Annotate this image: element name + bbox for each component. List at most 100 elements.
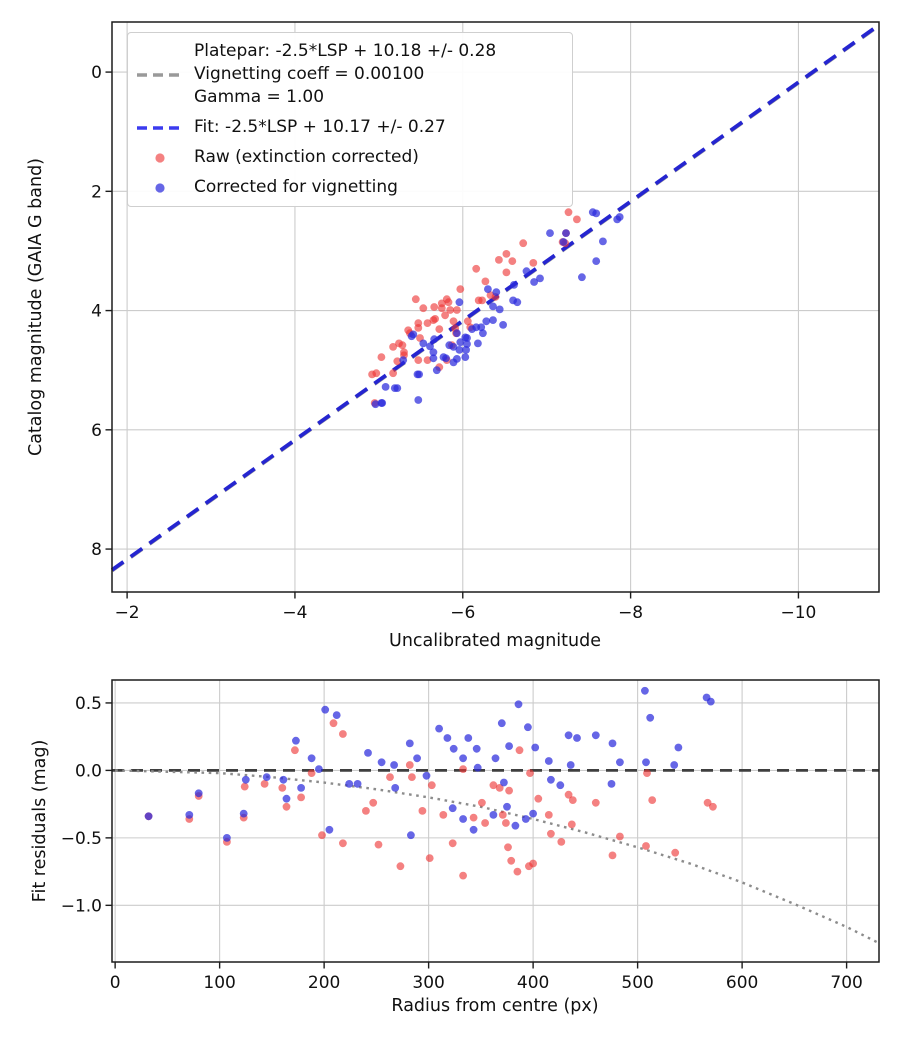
data-point <box>374 840 383 849</box>
data-point <box>508 257 517 265</box>
data-point <box>513 867 522 876</box>
legend-entry: Fit: -2.5*LSP + 10.17 +/- 0.27 <box>134 116 562 139</box>
data-point <box>608 739 617 748</box>
x-tick-label: −8 <box>618 603 643 623</box>
data-point <box>529 259 538 267</box>
data-point <box>646 713 655 722</box>
data-point <box>519 239 528 248</box>
data-point <box>422 771 431 780</box>
plot-border <box>111 21 880 593</box>
data-point <box>489 302 497 311</box>
data-point <box>578 273 586 282</box>
data-point <box>453 306 461 314</box>
data-point <box>318 831 326 840</box>
x-tick-label: 300 <box>412 973 444 993</box>
x-tick-label: 600 <box>726 973 758 993</box>
data-point <box>515 746 524 755</box>
data-point <box>448 804 457 813</box>
data-point <box>418 807 427 815</box>
data-point <box>278 784 287 792</box>
data-point <box>706 697 715 706</box>
data-point <box>439 811 448 819</box>
data-point <box>448 839 457 848</box>
data-point <box>297 793 305 802</box>
corrected-for-vignetting-points <box>144 686 715 842</box>
data-point <box>377 399 386 407</box>
data-point <box>443 734 452 742</box>
data-point <box>559 238 568 246</box>
data-point <box>504 843 512 852</box>
data-point <box>329 719 338 728</box>
ticks <box>105 702 848 969</box>
x-tick-label: 700 <box>830 973 862 993</box>
data-point <box>194 789 203 798</box>
data-point <box>642 758 650 767</box>
data-point <box>459 765 467 773</box>
data-point <box>459 815 467 823</box>
data-point <box>339 839 347 848</box>
data-point <box>429 348 438 357</box>
data-point <box>643 769 651 777</box>
raw-extinction-corrected--points <box>368 208 581 407</box>
legend-entry: Raw (extinction corrected) <box>134 146 562 169</box>
y-tick-label: 2 <box>91 182 102 202</box>
legend-entry-label: Raw (extinction corrected) <box>194 147 419 167</box>
data-point <box>484 285 492 293</box>
data-point <box>472 744 481 753</box>
data-point <box>670 761 679 769</box>
data-point <box>529 859 537 868</box>
data-point <box>482 317 491 326</box>
dot-marker-sample <box>155 182 165 193</box>
data-point <box>362 807 370 815</box>
data-point <box>531 743 540 752</box>
data-point <box>377 758 386 767</box>
data-point <box>279 775 288 784</box>
data-point <box>502 268 511 277</box>
x-tick-label: 0 <box>110 973 121 993</box>
data-point <box>437 299 446 308</box>
data-point <box>291 746 299 755</box>
data-point <box>564 731 573 740</box>
data-point <box>564 208 573 217</box>
data-point <box>547 829 555 838</box>
x-tick-label: 100 <box>203 973 235 993</box>
data-point <box>456 285 465 293</box>
data-point <box>395 339 403 348</box>
top-yaxis-label: Catalog magnitude (GAIA G band) <box>26 157 46 457</box>
data-point <box>429 354 438 363</box>
raw-extinction-corrected--points <box>144 719 717 880</box>
y-tick-label: −0.5 <box>61 829 102 849</box>
data-point <box>389 343 397 351</box>
x-tick-label: −4 <box>282 603 307 623</box>
data-point <box>459 871 467 880</box>
data-point <box>414 396 423 404</box>
data-point <box>435 724 443 733</box>
data-point <box>239 809 248 818</box>
data-point <box>564 790 573 799</box>
data-point <box>260 780 269 788</box>
data-point <box>414 356 423 364</box>
data-point <box>492 288 501 296</box>
data-point <box>491 754 500 763</box>
data-point <box>144 812 153 821</box>
data-point <box>390 384 399 392</box>
data-point <box>408 773 416 781</box>
data-point <box>510 281 518 289</box>
data-point <box>472 264 481 273</box>
data-point <box>321 705 330 714</box>
data-point <box>641 686 649 695</box>
data-point <box>556 781 565 790</box>
data-point <box>368 370 376 379</box>
data-point <box>481 277 490 286</box>
data-point <box>185 811 194 819</box>
data-point <box>391 784 400 792</box>
data-point <box>544 757 553 765</box>
legend-entry-label: Corrected for vignetting <box>194 177 398 197</box>
data-point <box>345 780 354 788</box>
tick-labels: −2 −4 −6 −8 −10 0 2 4 6 8 <box>91 63 816 623</box>
data-point <box>297 784 305 792</box>
data-point <box>262 773 271 781</box>
data-point <box>456 338 465 347</box>
data-point <box>671 848 680 857</box>
data-point <box>592 209 601 218</box>
